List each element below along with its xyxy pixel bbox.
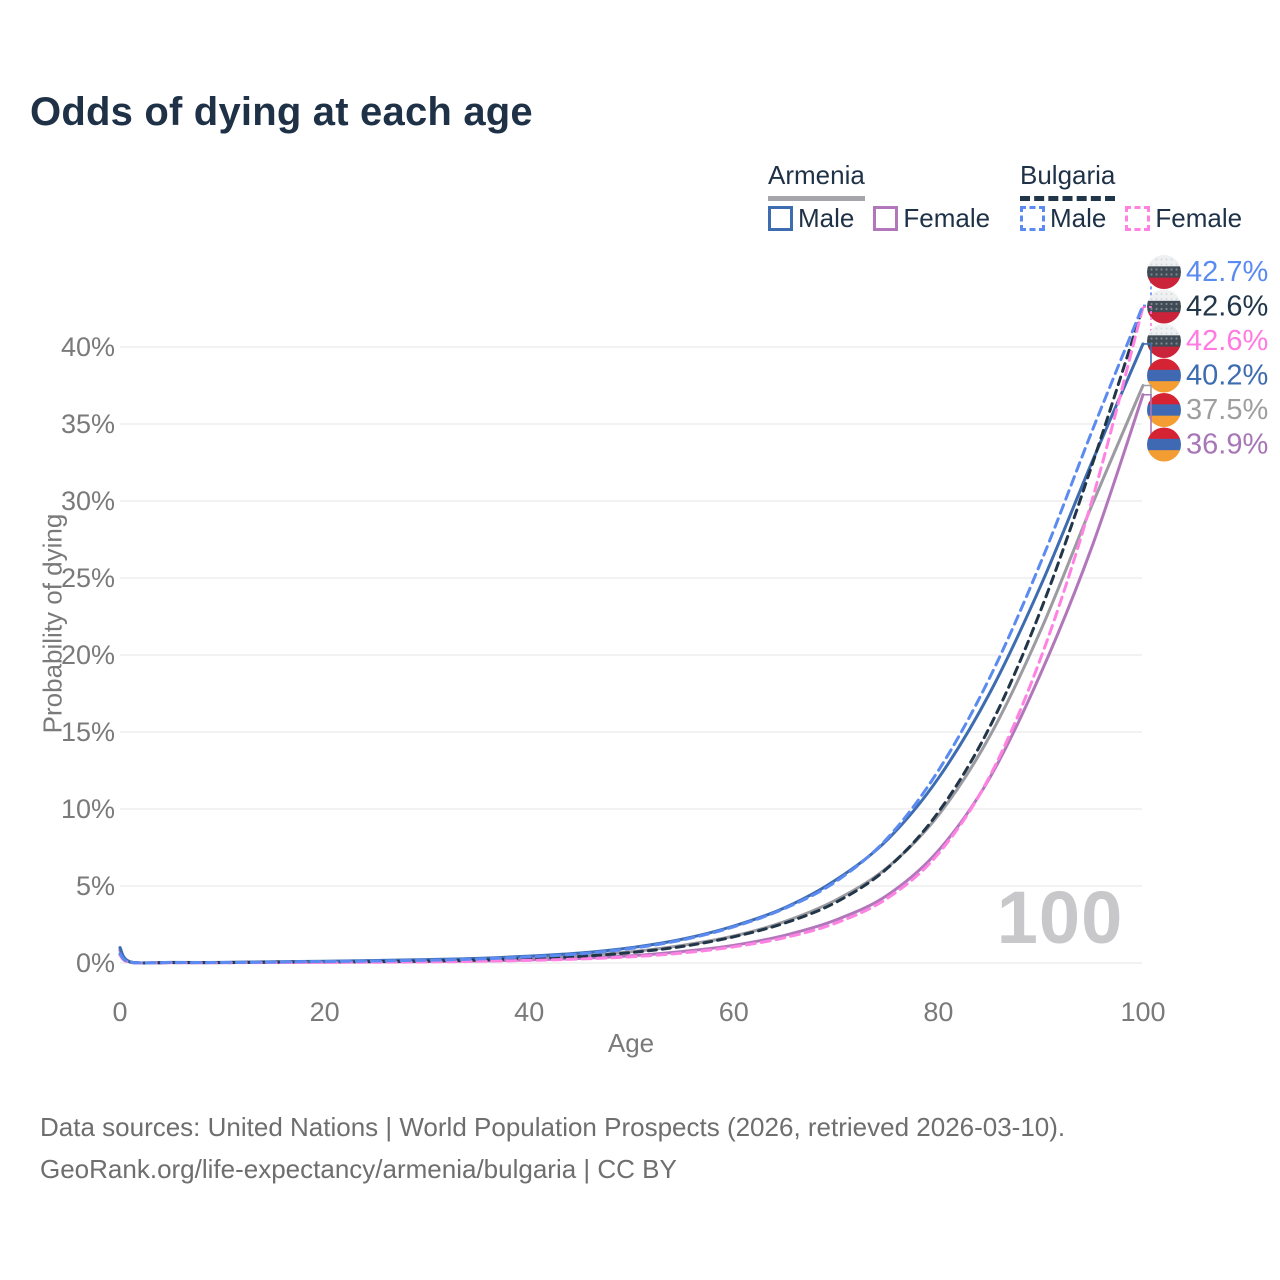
- legend-swatch-bulgaria-male-icon[interactable]: [1020, 206, 1045, 231]
- y-tick-label: 10%: [61, 794, 115, 824]
- legend-swatch-armenia-female-icon[interactable]: [873, 206, 899, 231]
- flag-bulgaria-icon: [1147, 324, 1181, 358]
- hover-age-watermark: 100: [996, 876, 1124, 959]
- end-label-value: 37.5%: [1186, 394, 1268, 426]
- x-tick-label: 20: [310, 997, 340, 1027]
- legend-items-bulgaria: Male Female: [1020, 203, 1261, 234]
- end-label-value: 42.6%: [1186, 325, 1268, 357]
- end-label-value: 42.7%: [1186, 256, 1268, 288]
- y-tick-label: 0%: [76, 948, 115, 978]
- y-tick-label: 15%: [61, 717, 115, 747]
- footer-line-2: GeoRank.org/life-expectancy/armenia/bulg…: [40, 1154, 677, 1184]
- x-axis-title: Age: [607, 1028, 655, 1058]
- legend-swatch-bulgaria-female-icon[interactable]: [1125, 206, 1151, 231]
- footer-line-1: Data sources: United Nations | World Pop…: [40, 1112, 1066, 1142]
- flag-armenia-icon: [1147, 427, 1181, 462]
- x-axis-ticks: 0 20 40 60 80 100: [112, 997, 1165, 1027]
- y-tick-label: 30%: [61, 486, 115, 516]
- y-tick-label: 25%: [61, 563, 115, 593]
- x-tick-label: 0: [112, 997, 127, 1027]
- x-tick-label: 100: [1120, 997, 1165, 1027]
- series-armenia-male[interactable]: [118, 342, 1145, 965]
- flag-bulgaria-icon: [1147, 289, 1181, 324]
- end-label-value: 36.9%: [1186, 429, 1268, 461]
- y-tick-label: 20%: [61, 640, 115, 670]
- page-title: Odds of dying at each age: [30, 90, 533, 134]
- flag-armenia-icon: [1147, 358, 1181, 393]
- legend-label-armenia-male[interactable]: Male: [798, 203, 855, 233]
- end-label-value: 40.2%: [1186, 360, 1268, 392]
- y-tick-label: 35%: [61, 409, 115, 439]
- flag-armenia-icon: [1147, 393, 1181, 427]
- legend-swatch-armenia-male-icon[interactable]: [768, 206, 793, 231]
- legend-label-bulgaria-female[interactable]: Female: [1155, 203, 1243, 233]
- y-tick-label: 5%: [76, 871, 115, 901]
- legend-label-bulgaria-male[interactable]: Male: [1050, 203, 1107, 233]
- legend-country-bulgaria[interactable]: Bulgaria: [1020, 160, 1116, 201]
- legend-label-armenia-female[interactable]: Female: [903, 203, 991, 233]
- legend-items-armenia: Male Female: [768, 203, 1009, 234]
- y-tick-label: 40%: [61, 332, 115, 362]
- legend-group-bulgaria: Bulgaria: [1020, 160, 1116, 201]
- x-tick-label: 60: [719, 997, 749, 1027]
- legend-country-armenia[interactable]: Armenia: [768, 160, 865, 201]
- series-bulgaria-male[interactable]: [118, 303, 1145, 965]
- x-tick-label: 80: [923, 997, 953, 1027]
- y-axis-title: Probability of dying: [37, 513, 68, 734]
- x-tick-label: 40: [514, 997, 544, 1027]
- flag-bulgaria-icon: [1147, 255, 1181, 289]
- gridlines: 0% 5% 10% 15% 20% 25% 30% 35% 40%: [61, 332, 1142, 978]
- series-bulgaria-female[interactable]: [118, 305, 1145, 965]
- data-source-footer: Data sources: United Nations | World Pop…: [40, 1106, 1065, 1190]
- series-bulgaria-total[interactable]: [118, 305, 1145, 965]
- end-label-value: 42.6%: [1186, 291, 1268, 323]
- legend-group-armenia: Armenia: [768, 160, 865, 201]
